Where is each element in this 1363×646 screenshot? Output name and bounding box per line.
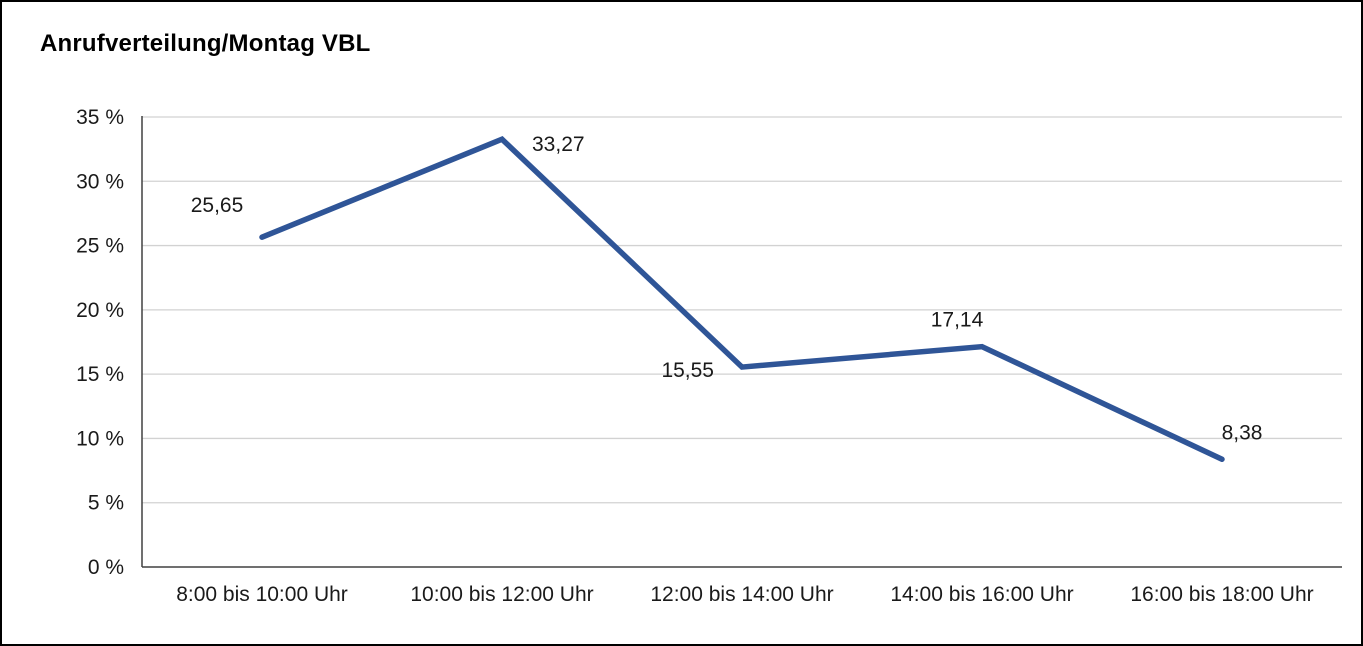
- data-label: 25,65: [191, 194, 244, 217]
- x-tick-label: 14:00 bis 16:00 Uhr: [890, 583, 1073, 606]
- x-tick-label: 8:00 bis 10:00 Uhr: [176, 583, 348, 606]
- y-tick-label: 35 %: [76, 106, 124, 129]
- y-tick-label: 30 %: [76, 170, 124, 193]
- series-line: [259, 136, 1225, 463]
- y-tick-label: 15 %: [76, 363, 124, 386]
- y-tick-label: 25 %: [76, 235, 124, 258]
- data-label: 33,27: [532, 133, 585, 156]
- chart-title: Anrufverteilung/Montag VBL: [40, 30, 371, 57]
- y-tick-label: 5 %: [88, 492, 124, 515]
- x-tick-label: 10:00 bis 12:00 Uhr: [410, 583, 593, 606]
- y-tick-label: 0 %: [88, 556, 124, 579]
- y-tick-label: 10 %: [76, 427, 124, 450]
- x-tick-label: 12:00 bis 14:00 Uhr: [650, 583, 833, 606]
- data-label: 8,38: [1222, 421, 1263, 444]
- x-tick-label: 16:00 bis 18:00 Uhr: [1130, 583, 1313, 606]
- data-label: 15,55: [661, 359, 714, 382]
- y-tick-label: 20 %: [76, 299, 124, 322]
- data-label: 17,14: [931, 309, 984, 332]
